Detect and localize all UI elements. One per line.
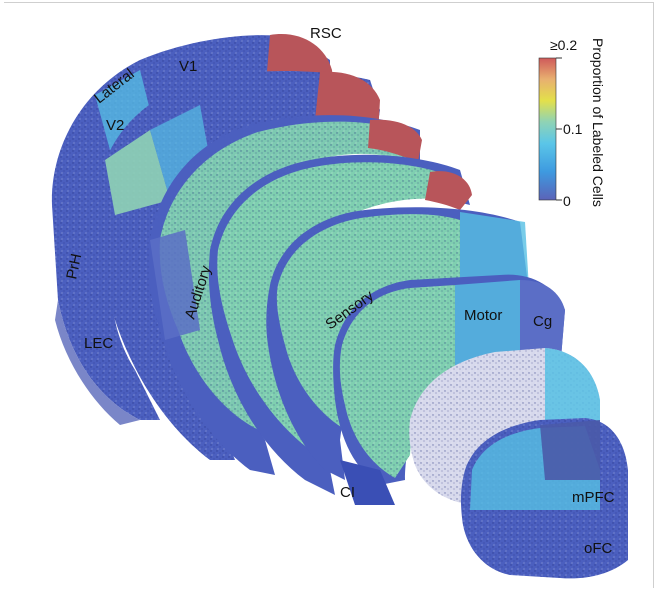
- colorbar-tick-min-label: 0: [563, 193, 571, 209]
- slice-4: [208, 154, 472, 495]
- colorbar-tick-mid-label: 0.1: [563, 121, 583, 137]
- label-v1: V1: [179, 58, 197, 75]
- label-motor: Motor: [464, 307, 502, 324]
- label-mpfc: mPFC: [572, 489, 615, 506]
- label-prh: PrH: [63, 252, 85, 281]
- label-v2: V2: [106, 117, 124, 134]
- figure-frame: [4, 2, 654, 588]
- label-ofc: oFC: [584, 540, 613, 557]
- colorbar-title: Proportion of Labeled Cells: [590, 38, 606, 207]
- label-ci: CI: [340, 484, 355, 501]
- colorbar-tick-max-label: ≥0.2: [550, 37, 577, 53]
- label-rsc: RSC: [310, 25, 342, 42]
- slice-8: [460, 418, 628, 579]
- label-lec: LEC: [84, 335, 113, 352]
- colorbar: ≥0.2 0.1 0 Proportion of Labeled Cells: [538, 37, 606, 209]
- label-cg: Cg: [533, 313, 552, 330]
- slice-2: [98, 71, 380, 460]
